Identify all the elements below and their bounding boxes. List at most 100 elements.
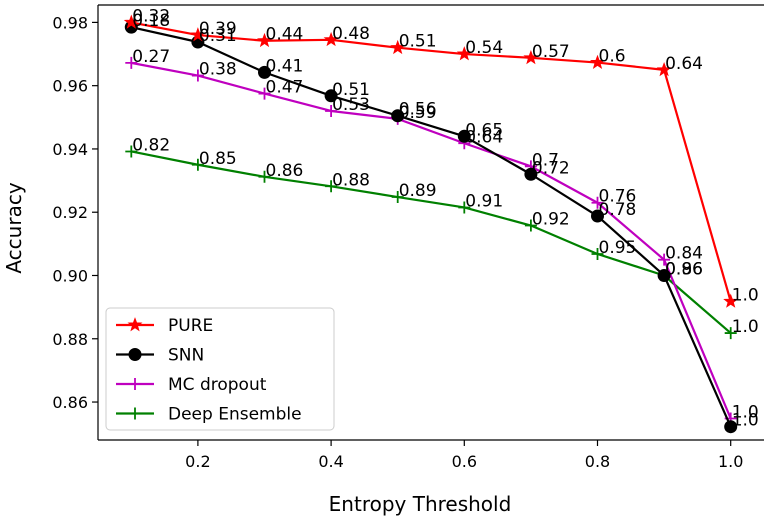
pure-point [590, 54, 605, 69]
legend-item-snn: SNN [116, 346, 204, 366]
y-tick-label: 0.90 [52, 266, 88, 285]
deep-ensemble-line [131, 150, 732, 334]
pure-series [123, 14, 739, 308]
x-tick-label: 0.2 [185, 452, 210, 471]
deep-ensemble-data-label: 0.85 [199, 149, 237, 169]
y-tick-label: 0.86 [52, 393, 88, 412]
snn-point [258, 65, 271, 79]
pure-point [257, 32, 272, 48]
legend-label-mc-dropout: MC dropout [168, 375, 267, 395]
legend-label-pure: PURE [168, 316, 213, 336]
snn-data-label: 0.31 [199, 26, 237, 46]
x-tick-label: 0.6 [452, 452, 477, 471]
deep-ensemble-data-label: 0.95 [599, 238, 637, 258]
legend-box [105, 307, 335, 431]
x-tick-label: 0.8 [585, 452, 610, 471]
mc-dropout-data-label: 0.64 [465, 127, 503, 147]
mc-dropout-data-label: 0.84 [665, 244, 703, 264]
snn-data-label: 0.51 [332, 80, 370, 100]
snn-data-label: 0.65 [465, 120, 503, 140]
snn-data-label: 0.56 [399, 100, 437, 120]
snn-point [591, 209, 604, 223]
snn-data-label: 0.72 [532, 158, 570, 178]
snn-point [391, 109, 405, 123]
snn-point [724, 420, 738, 434]
deep-ensemble-point [258, 170, 271, 183]
pure-data-label: 0.57 [532, 42, 570, 62]
legend-label-deep-ensemble: Deep Ensemble [168, 405, 302, 425]
mc-dropout-point [658, 253, 671, 266]
pure-point [723, 293, 739, 308]
mc-dropout-point [191, 69, 204, 82]
y-tick-label: 0.94 [52, 140, 88, 159]
pure-data-label: 0.51 [399, 32, 437, 52]
deep-ensemble-point [591, 247, 604, 260]
pure-point [190, 27, 206, 42]
legend-marker-deep-ensemble [129, 407, 141, 420]
y-tick-label: 0.98 [52, 13, 88, 32]
y-axis-label: Accuracy [2, 182, 26, 273]
mc-dropout-point [591, 196, 604, 209]
deep-ensemble-data-label: 0.82 [132, 135, 170, 155]
mc-dropout-point [325, 104, 338, 117]
pure-data-label: 0.64 [665, 54, 703, 74]
snn-point [324, 89, 338, 103]
deep-ensemble-data-label: 0.92 [532, 210, 570, 230]
deep-ensemble-point [524, 219, 537, 232]
legend-marker-mc-dropout [129, 378, 141, 390]
deep-ensemble-point [391, 191, 404, 204]
y-tick-label: 0.92 [52, 203, 88, 222]
snn-data-label: 0.78 [599, 200, 637, 220]
pure-line [131, 21, 732, 302]
legend-item-pure: PURE [116, 316, 213, 336]
y-tick-label: 0.96 [52, 77, 88, 96]
deep-ensemble-point [125, 145, 138, 158]
legend-item-mc-dropout: MC dropout [116, 375, 267, 395]
mc-dropout-data-label: 0.53 [332, 95, 370, 115]
snn-data-label: 0.41 [266, 56, 304, 76]
deep-ensemble-data-label: 0.88 [332, 170, 370, 190]
x-tick-label: 1.0 [718, 452, 743, 471]
pure-point [123, 14, 139, 29]
mc-dropout-data-label: 0.27 [132, 47, 170, 67]
pure-data-label: 0.39 [199, 19, 237, 39]
mc-dropout-data-label: 0.38 [199, 60, 237, 80]
pure-data-label: 0.44 [266, 25, 304, 45]
legend-marker-pure [127, 317, 143, 332]
legend-marker-snn [128, 348, 142, 361]
mc-dropout-point [258, 87, 271, 100]
pure-point [390, 39, 406, 55]
pure-data-label: 0.48 [332, 24, 370, 44]
legend-item-deep-ensemble: Deep Ensemble [116, 405, 302, 425]
pure-data-label: 0.32 [132, 6, 170, 26]
axes-frame-group [97, 4, 764, 441]
legend: PURE SNN MC dropout Deep Ensemble [105, 307, 335, 431]
series-group [123, 14, 739, 434]
mc-dropout-data-label: 0.76 [599, 187, 637, 207]
pure-data-label: 0.6 [599, 47, 626, 67]
deep-ensemble-data-label: 1.0 [732, 317, 759, 337]
deep-ensemble-point [325, 180, 338, 193]
snn-data-label: 1.0 [732, 411, 759, 431]
deep-ensemble-series [125, 145, 737, 340]
deep-ensemble-data-label: 0.91 [465, 191, 503, 211]
deep-ensemble-data-label: 0.96 [665, 259, 703, 279]
deep-ensemble-point [191, 158, 204, 171]
deep-ensemble-data-label: 0.86 [266, 161, 304, 181]
mc-dropout-data-label: 0.7 [532, 150, 559, 170]
snn-data-label: 0.18 [132, 11, 170, 31]
legend-label-snn: SNN [168, 346, 204, 366]
deep-ensemble-point [724, 327, 737, 340]
deep-ensemble-point [458, 201, 471, 214]
pure-data-label: 0.54 [465, 38, 503, 58]
deep-ensemble-data-label: 0.89 [399, 181, 437, 201]
mc-dropout-point [125, 56, 138, 69]
ticks-group: 0.2 0.4 0.6 0.8 1.00.860.880.900.920.940.960… [52, 13, 743, 471]
x-tick-label: 0.4 [318, 452, 343, 471]
pure-data-label: 1.0 [732, 285, 759, 305]
x-axis-label: Entropy Threshold [329, 492, 512, 516]
snn-data-label: 0.86 [665, 259, 703, 279]
snn-point [524, 167, 538, 181]
mc-dropout-line [131, 61, 732, 419]
